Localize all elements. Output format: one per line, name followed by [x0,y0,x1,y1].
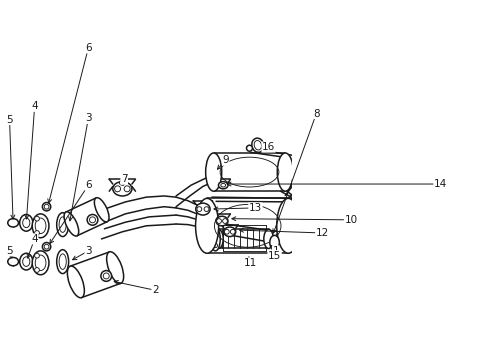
Ellipse shape [8,257,19,266]
Ellipse shape [224,227,235,237]
Text: 5: 5 [6,114,13,125]
Ellipse shape [277,153,293,191]
Ellipse shape [246,145,252,151]
Ellipse shape [57,250,68,274]
Text: 3: 3 [85,113,91,123]
Ellipse shape [230,229,235,234]
Ellipse shape [20,253,33,270]
Ellipse shape [222,219,227,224]
Text: 16: 16 [262,142,275,152]
Ellipse shape [94,198,109,222]
Ellipse shape [57,213,68,237]
Ellipse shape [263,229,273,248]
Text: 13: 13 [248,203,262,213]
Text: 10: 10 [344,215,357,225]
Text: 12: 12 [315,228,328,238]
Ellipse shape [251,138,264,152]
Ellipse shape [224,229,229,234]
Ellipse shape [101,271,111,281]
Ellipse shape [276,198,299,253]
Ellipse shape [32,214,49,238]
Ellipse shape [8,219,19,227]
Ellipse shape [35,231,40,235]
Text: 5: 5 [6,246,13,256]
Text: 2: 2 [152,285,158,295]
Ellipse shape [119,180,125,185]
Text: 1: 1 [272,246,279,256]
Ellipse shape [254,140,261,150]
Ellipse shape [32,251,49,275]
Ellipse shape [213,230,217,234]
Text: 3: 3 [85,246,91,256]
Ellipse shape [195,198,218,253]
Ellipse shape [113,182,132,196]
Ellipse shape [87,215,98,225]
Ellipse shape [67,266,84,298]
Ellipse shape [64,212,79,236]
Ellipse shape [213,229,223,248]
Ellipse shape [205,153,221,191]
Text: 11: 11 [244,258,257,268]
Ellipse shape [203,207,208,211]
Text: 6: 6 [85,43,91,53]
Ellipse shape [210,227,220,251]
Text: 6: 6 [85,180,91,190]
Ellipse shape [218,182,227,189]
Ellipse shape [269,235,279,250]
Ellipse shape [197,207,202,211]
Ellipse shape [124,186,130,192]
Ellipse shape [216,216,227,226]
Text: 7: 7 [121,174,127,184]
Ellipse shape [35,216,40,221]
Ellipse shape [35,253,40,258]
Ellipse shape [221,184,225,187]
Ellipse shape [42,203,51,211]
Text: 15: 15 [267,251,281,261]
Ellipse shape [42,243,51,251]
Ellipse shape [20,215,33,231]
Ellipse shape [213,243,217,248]
Ellipse shape [114,186,121,192]
Ellipse shape [35,267,40,273]
Text: 4: 4 [31,234,38,244]
Ellipse shape [195,203,210,215]
Ellipse shape [106,252,123,283]
Text: 9: 9 [222,155,228,165]
Text: 8: 8 [312,109,319,118]
Text: 14: 14 [433,179,446,189]
Text: 4: 4 [31,102,38,112]
Ellipse shape [216,219,221,224]
